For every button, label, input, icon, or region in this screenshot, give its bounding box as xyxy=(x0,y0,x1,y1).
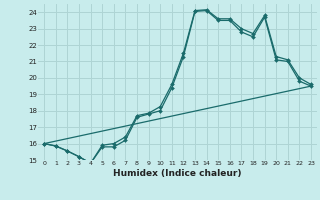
X-axis label: Humidex (Indice chaleur): Humidex (Indice chaleur) xyxy=(113,169,242,178)
